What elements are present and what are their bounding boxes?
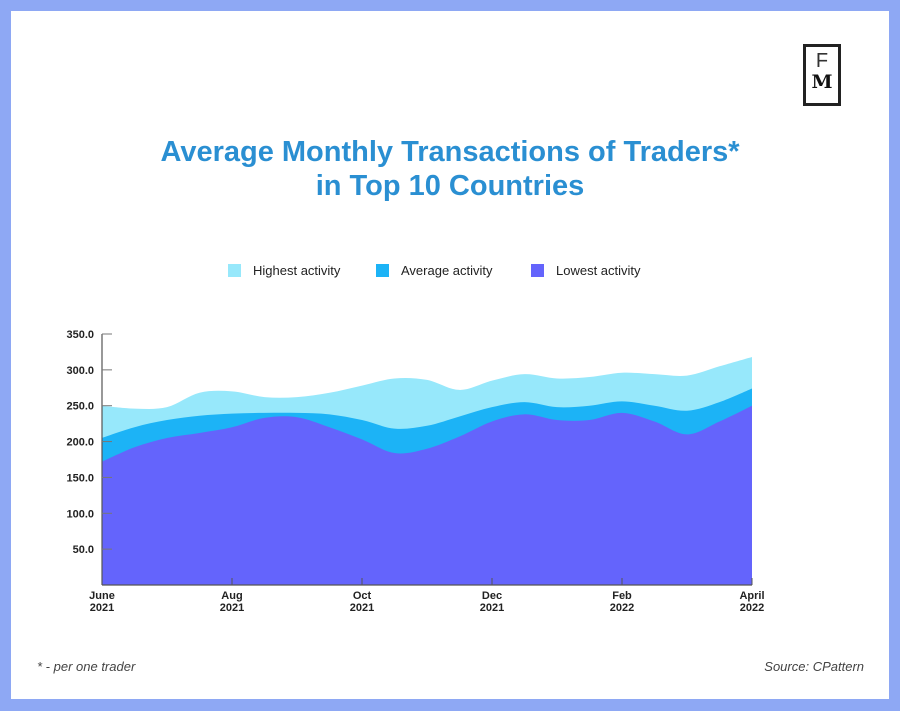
legend-highest: Highest activity: [228, 263, 340, 278]
x-tick-year: 2021: [480, 602, 504, 614]
legend-label-highest: Highest activity: [253, 263, 341, 278]
y-tick-label: 150.0: [66, 472, 94, 484]
x-tick-month: April: [739, 590, 764, 602]
x-tick-month: June: [89, 590, 115, 602]
x-tick-month: Feb: [612, 590, 632, 602]
footnote: * - per one trader: [37, 659, 136, 674]
y-tick-label: 350.0: [66, 329, 94, 341]
y-tick-label: 100.0: [66, 508, 94, 520]
legend-average: Average activity: [376, 263, 493, 278]
x-tick-month: Oct: [353, 590, 372, 602]
x-tick-month: Dec: [482, 590, 502, 602]
legend-label-lowest: Lowest activity: [556, 263, 641, 278]
y-tick-label: 300.0: [66, 365, 94, 377]
x-tick-year: 2021: [90, 602, 114, 614]
x-tick-year: 2022: [740, 602, 764, 614]
source-note: Source: CPattern: [764, 659, 864, 674]
fm-logo: F M: [803, 44, 841, 106]
logo-letter-m: M: [811, 71, 833, 93]
legend-swatch-average: [376, 264, 389, 277]
chart-title: Average Monthly Transactions of Traders*…: [0, 135, 900, 203]
legend-swatch-lowest: [531, 264, 544, 277]
y-tick-label: 200.0: [66, 437, 94, 449]
x-tick-month: Aug: [221, 590, 242, 602]
area-lowest: [102, 405, 752, 585]
legend-swatch-highest: [228, 264, 241, 277]
chart-title-line1: Average Monthly Transactions of Traders*: [160, 136, 740, 168]
x-tick-year: 2021: [350, 602, 374, 614]
x-tick-year: 2022: [610, 602, 634, 614]
legend-label-average: Average activity: [401, 263, 493, 278]
y-tick-label: 250.0: [66, 401, 94, 413]
y-tick-label: 50.0: [73, 544, 94, 556]
chart-title-line2: in Top 10 Countries: [315, 170, 585, 202]
x-tick-year: 2021: [220, 602, 244, 614]
logo-letter-f: F: [815, 50, 829, 72]
legend-lowest: Lowest activity: [531, 263, 641, 278]
